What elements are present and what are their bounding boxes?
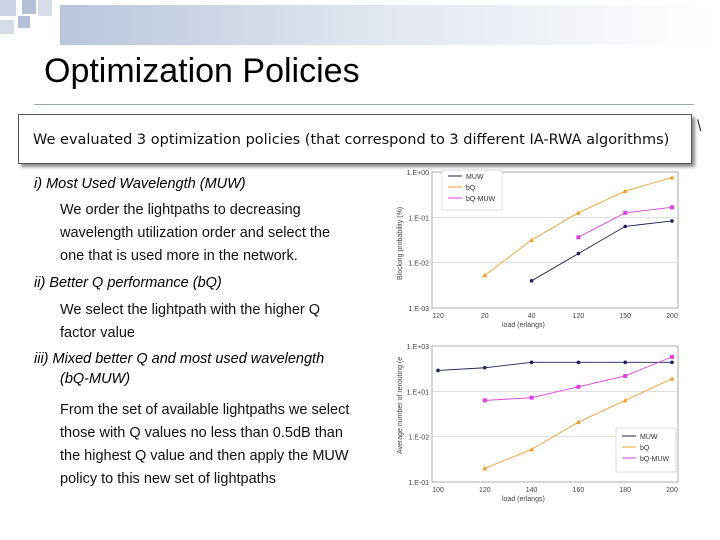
corner-square [0,0,16,16]
policy-line: factor value [60,325,135,341]
corner-square [22,0,36,14]
data-point [482,465,488,471]
banner-text: We evaluated 3 optimization policies (th… [33,132,670,148]
y-tick-label: 1.E-01 [408,480,429,487]
x-tick-label: 200 [666,487,678,494]
policy-line: one that is used more in the network. [60,248,298,264]
x-tick-label: 150 [619,313,631,320]
data-point [529,395,534,400]
legend-box [441,169,503,211]
data-point [622,397,628,403]
data-point [623,224,627,229]
y-tick-label: 1.E-02 [408,261,429,268]
y-tick-label: 1.E+03 [407,344,429,351]
y-axis-label: Average number of rerouting (e [397,357,404,454]
y-axis-label: Blocking probability (%) [397,207,404,280]
data-point [670,354,674,359]
header-bar [60,5,720,45]
data-point [670,219,674,223]
policy-heading-line: iii) Mixed better Q and most used wavele… [34,351,325,367]
policy-line: those with Q values no less than 0.5dB t… [60,425,343,441]
data-point [436,368,440,373]
y-tick-label: 1.E+00 [407,170,429,177]
x-tick-label: 20 [481,313,489,320]
data-point [670,205,674,210]
data-point [529,279,534,283]
data-point [622,188,628,194]
legend-label: bQ [466,185,476,192]
legend-label: MUW [640,434,658,441]
x-axis-label: load (erlangs) [502,322,545,329]
y-tick-label: 1.E-03 [408,306,429,313]
x-tick-label: 160 [573,487,585,494]
x-tick-label: 120 [573,313,585,320]
policy-heading-line: (bQ-MUW) [60,371,131,387]
policy-description: From the set of available lightpaths we … [60,399,349,491]
title-divider [34,104,694,105]
data-point [623,210,628,215]
data-point [670,360,674,365]
data-point [576,360,581,365]
policy-description: We select the lightpath with the higher … [60,299,320,345]
data-point [575,210,581,215]
corner-square [38,0,52,16]
data-point [483,365,487,370]
y-tick-label: 1.E-02 [408,435,429,442]
x-tick-label: 120 [432,313,444,320]
data-point [529,360,534,365]
data-point [623,373,628,378]
series-line-muw [437,361,672,371]
corner-square [0,20,14,34]
legend-label: bQ-MUW [466,196,496,203]
policy-line: policy to this new set of lightpaths [60,471,277,487]
data-point [529,446,535,452]
legend-label: MUW [466,174,484,181]
x-tick-label: 200 [666,313,678,320]
policy-heading: ii) Better Q performance (bQ) [34,275,222,291]
data-point [529,237,535,242]
series-line-muw [531,220,673,282]
data-point [482,272,488,278]
x-tick-label: 40 [528,313,536,320]
data-point [669,174,675,180]
legend-label: bQ [640,445,650,452]
legend-box [615,427,677,473]
slide-title: Optimization Policies [44,52,360,90]
data-point [669,376,675,381]
data-point [576,235,581,240]
policy-description: We order the lightpaths to decreasing wa… [60,199,330,268]
y-tick-label: 1.E+01 [407,389,429,396]
x-tick-label: 140 [526,487,538,494]
policy-heading: i) Most Used Wavelength (MUW) [34,176,246,192]
policy-line: the highest Q value and then apply the M… [60,448,349,464]
policy-line: wavelength utilization order and select … [60,225,331,241]
data-point [576,384,581,389]
corner-square [18,16,30,28]
x-axis-label: load (erlangs) [502,496,545,503]
banner-mark: \ [697,118,702,135]
x-tick-label: 180 [619,487,631,494]
data-point [623,360,627,365]
y-tick-label: 1.E-01 [408,215,429,222]
x-tick-label: 100 [432,487,444,494]
policy-heading: iii) Mixed better Q and most used wavele… [34,349,324,389]
x-tick-label: 120 [479,487,491,494]
policy-line: From the set of available lightpaths we … [60,402,350,418]
summary-banner: We evaluated 3 optimization policies (th… [18,114,692,164]
data-point [575,419,581,425]
legend-label: bQ-MUW [640,456,670,463]
policy-line: We select the lightpath with the higher … [60,302,321,318]
policy-line: We order the lightpaths to decreasing [60,202,301,218]
data-point [482,398,487,403]
data-point [576,251,581,256]
